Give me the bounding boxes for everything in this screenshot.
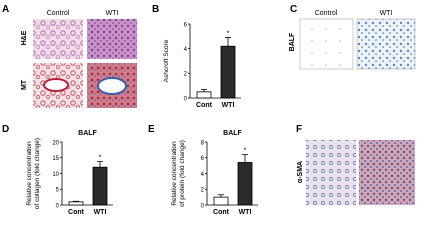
row-label: MT bbox=[21, 79, 28, 90]
bar bbox=[196, 91, 212, 99]
y-axis-label: of protein (fold change) bbox=[179, 140, 186, 207]
y-axis-label: Relative concentration bbox=[171, 141, 178, 206]
y-axis-label: of collagen (fold change) bbox=[34, 138, 41, 209]
error-bar bbox=[225, 37, 231, 47]
row-label: α-SMA bbox=[297, 161, 304, 183]
column-label: WTI bbox=[106, 10, 119, 17]
figure: A Control WTI H&E MT B C Control WTI BAL… bbox=[2, 4, 416, 216]
bar bbox=[213, 196, 229, 206]
y-tick-label: 0 bbox=[201, 203, 205, 209]
significance-mark: * bbox=[99, 155, 102, 162]
y-axis-label: Ashcroft Score bbox=[163, 39, 170, 82]
x-tick-label: Cont bbox=[196, 102, 213, 109]
error-bar bbox=[201, 88, 207, 92]
column-label: Control bbox=[315, 10, 338, 17]
column-label: Control bbox=[47, 10, 70, 17]
bar bbox=[92, 166, 108, 206]
panel-letter: C bbox=[290, 4, 297, 15]
row-label: BALF bbox=[289, 32, 296, 51]
y-tick-label: 2 bbox=[184, 72, 188, 78]
x-tick-label: WTI bbox=[222, 102, 235, 109]
y-tick-label: 10 bbox=[52, 172, 59, 178]
x-tick-label: Cont bbox=[213, 209, 230, 216]
y-tick-label: 4 bbox=[201, 172, 205, 178]
vessel bbox=[43, 78, 69, 92]
x-tick-label: WTI bbox=[239, 209, 252, 216]
y-tick-label: 15 bbox=[52, 156, 59, 162]
chart-title: BALF bbox=[78, 130, 97, 137]
y-tick-label: 5 bbox=[56, 188, 60, 194]
error-bar bbox=[97, 161, 103, 168]
significance-mark: * bbox=[227, 31, 230, 38]
chart-title: BALF bbox=[223, 130, 242, 137]
error-bar bbox=[242, 154, 248, 163]
micrograph bbox=[33, 19, 83, 59]
y-tick-label: 20 bbox=[52, 140, 59, 146]
panel-letter: F bbox=[296, 124, 302, 135]
row-label: H&E bbox=[21, 30, 28, 45]
error-bar bbox=[218, 194, 224, 198]
y-axis-label: Relative concentration bbox=[26, 141, 33, 206]
y-tick-label: 2 bbox=[201, 188, 205, 194]
x-tick-label: WTI bbox=[94, 209, 107, 216]
panel-letter: A bbox=[2, 4, 9, 15]
x-tick-label: Cont bbox=[68, 209, 85, 216]
micrograph bbox=[359, 140, 415, 205]
column-label: WTI bbox=[380, 10, 393, 17]
micrograph bbox=[299, 18, 354, 70]
y-tick-label: 6 bbox=[184, 22, 188, 28]
panel-letter: B bbox=[152, 4, 159, 15]
vessel bbox=[97, 77, 127, 95]
panel-letter: E bbox=[148, 124, 155, 135]
micrograph bbox=[306, 140, 356, 205]
bar bbox=[237, 162, 253, 206]
significance-mark: * bbox=[244, 148, 247, 155]
micrograph bbox=[356, 18, 416, 70]
micrograph bbox=[87, 19, 137, 59]
y-tick-label: 6 bbox=[201, 156, 205, 162]
y-tick-label: 0 bbox=[184, 96, 188, 102]
error-bar bbox=[73, 200, 79, 202]
panel-letter: D bbox=[2, 124, 9, 135]
bar bbox=[68, 201, 84, 206]
y-tick-label: 4 bbox=[184, 47, 188, 53]
bar bbox=[220, 45, 236, 99]
y-tick-label: 8 bbox=[201, 140, 205, 146]
y-tick-label: 0 bbox=[56, 203, 60, 209]
